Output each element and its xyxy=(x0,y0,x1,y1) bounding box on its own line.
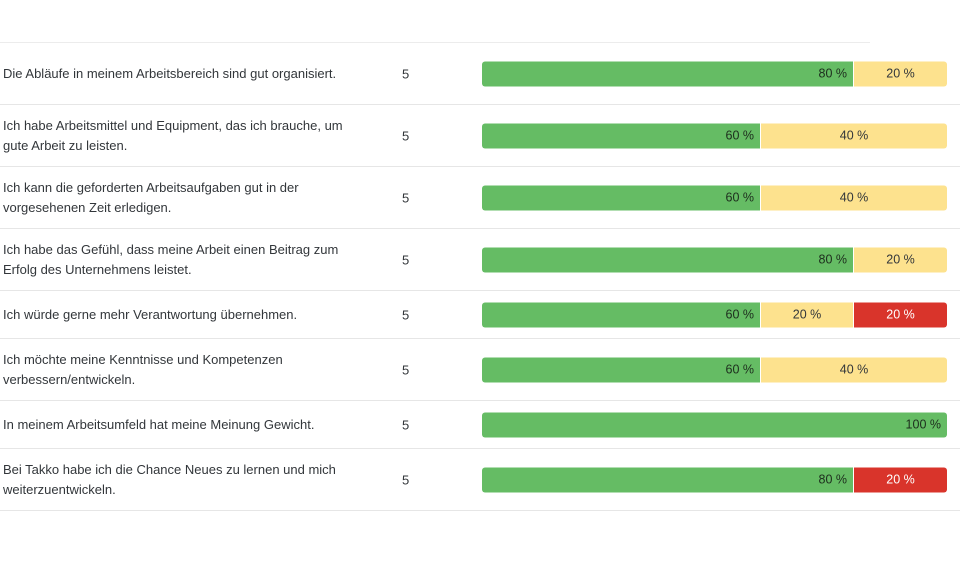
table-row: In meinem Arbeitsumfeld hat meine Meinun… xyxy=(0,401,960,449)
response-count: 5 xyxy=(402,252,410,267)
survey-results-table: Die Abläufe in meinem Arbeitsbereich sin… xyxy=(0,43,960,511)
bar-segment-green[interactable]: 60 % xyxy=(482,302,761,327)
table-row: Die Abläufe in meinem Arbeitsbereich sin… xyxy=(0,43,960,105)
stacked-bar[interactable]: 60 % 40 % xyxy=(482,123,947,148)
bar-segment-yellow[interactable]: 40 % xyxy=(761,185,947,210)
bar-segment-green[interactable]: 60 % xyxy=(482,123,761,148)
table-row: Ich habe Arbeitsmittel und Equipment, da… xyxy=(0,105,960,167)
header-divider xyxy=(0,42,870,43)
stacked-bar[interactable]: 60 % 40 % xyxy=(482,185,947,210)
response-count: 5 xyxy=(402,472,410,487)
response-count: 5 xyxy=(402,362,410,377)
stacked-bar[interactable]: 100 % xyxy=(482,412,947,437)
response-count: 5 xyxy=(402,128,410,143)
bar-segment-green[interactable]: 100 % xyxy=(482,412,947,437)
stacked-bar[interactable]: 60 % 40 % xyxy=(482,357,947,382)
response-count: 5 xyxy=(402,190,410,205)
bar-segment-green[interactable]: 80 % xyxy=(482,247,854,272)
question-text: Ich habe Arbeitsmittel und Equipment, da… xyxy=(3,117,343,153)
response-count: 5 xyxy=(402,417,410,432)
stacked-bar[interactable]: 80 % 20 % xyxy=(482,467,947,492)
question-text: Bei Takko habe ich die Chance Neues zu l… xyxy=(3,461,336,497)
question-text: Ich würde gerne mehr Verantwortung übern… xyxy=(3,306,298,322)
bar-segment-yellow[interactable]: 40 % xyxy=(761,357,947,382)
response-count: 5 xyxy=(402,307,410,322)
bar-segment-green[interactable]: 80 % xyxy=(482,467,854,492)
stacked-bar[interactable]: 60 % 20 % 20 % xyxy=(482,302,947,327)
bar-segment-yellow[interactable]: 20 % xyxy=(854,61,947,86)
question-text: Die Abläufe in meinem Arbeitsbereich sin… xyxy=(3,65,337,81)
bar-segment-yellow[interactable]: 20 % xyxy=(761,302,854,327)
bar-segment-red[interactable]: 20 % xyxy=(854,302,947,327)
stacked-bar[interactable]: 80 % 20 % xyxy=(482,247,947,272)
stacked-bar[interactable]: 80 % 20 % xyxy=(482,61,947,86)
response-count: 5 xyxy=(402,66,410,81)
bar-segment-yellow[interactable]: 20 % xyxy=(854,247,947,272)
question-text: In meinem Arbeitsumfeld hat meine Meinun… xyxy=(3,416,315,432)
question-text: Ich habe das Gefühl, dass meine Arbeit e… xyxy=(3,241,339,277)
question-text: Ich kann die geforderten Arbeitsaufgaben… xyxy=(3,179,299,215)
table-row: Ich würde gerne mehr Verantwortung übern… xyxy=(0,291,960,339)
question-text: Ich möchte meine Kenntnisse und Kompeten… xyxy=(3,351,283,387)
table-row: Bei Takko habe ich die Chance Neues zu l… xyxy=(0,449,960,511)
table-row: Ich kann die geforderten Arbeitsaufgaben… xyxy=(0,167,960,229)
bar-segment-green[interactable]: 60 % xyxy=(482,357,761,382)
bar-segment-red[interactable]: 20 % xyxy=(854,467,947,492)
table-row: Ich habe das Gefühl, dass meine Arbeit e… xyxy=(0,229,960,291)
table-row: Ich möchte meine Kenntnisse und Kompeten… xyxy=(0,339,960,401)
bar-segment-green[interactable]: 80 % xyxy=(482,61,854,86)
bar-segment-green[interactable]: 60 % xyxy=(482,185,761,210)
bar-segment-yellow[interactable]: 40 % xyxy=(761,123,947,148)
